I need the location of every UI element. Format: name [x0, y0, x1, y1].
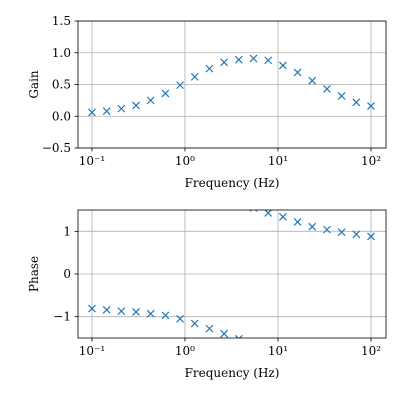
marker — [117, 104, 126, 113]
marker — [161, 311, 170, 320]
marker — [102, 305, 111, 314]
marker — [352, 230, 361, 239]
y-tick-label: 0 — [63, 267, 71, 281]
x-axis-label: Frequency (Hz) — [185, 366, 280, 380]
marker — [249, 54, 258, 63]
marker — [176, 81, 184, 90]
marker — [293, 218, 302, 226]
marker — [176, 314, 184, 323]
marker — [323, 225, 331, 234]
x-tick-label: 10¹ — [268, 344, 288, 358]
marker — [117, 307, 126, 316]
marker — [205, 324, 214, 333]
marker — [323, 85, 331, 93]
y-tick-label: 1 — [63, 224, 71, 238]
marker — [190, 72, 199, 81]
marker — [278, 61, 287, 70]
x-tick-label: 10² — [361, 344, 381, 358]
y-tick-label: −0.5 — [42, 141, 71, 155]
marker — [278, 212, 287, 221]
x-axis-label: Frequency (Hz) — [185, 176, 280, 190]
x-tick-label: 10² — [361, 154, 381, 168]
x-tick-label: 10⁻¹ — [79, 154, 105, 168]
marker — [132, 308, 140, 316]
marker — [352, 98, 361, 107]
marker — [88, 108, 96, 117]
x-tick-label: 10¹ — [268, 154, 288, 168]
marker — [190, 319, 199, 328]
marker — [220, 58, 229, 67]
marker — [293, 68, 302, 77]
marker — [234, 55, 243, 64]
marker — [308, 76, 317, 85]
marker — [161, 89, 170, 98]
marker — [220, 329, 229, 338]
marker — [264, 210, 273, 217]
marker — [367, 232, 375, 241]
x-tick-label: 10⁻¹ — [79, 344, 105, 358]
markers — [88, 210, 375, 338]
x-tick-label: 10⁰ — [175, 344, 195, 358]
marker — [308, 222, 317, 231]
y-axis-label: Phase — [27, 256, 41, 292]
y-axis-label: Gain — [27, 70, 41, 99]
axes-frame — [77, 20, 387, 149]
marker — [146, 309, 155, 318]
marker — [337, 228, 346, 237]
markers — [88, 54, 375, 117]
y-tick-label: 0.0 — [52, 109, 71, 123]
marker — [146, 96, 155, 105]
marker — [337, 92, 346, 100]
y-tick-label: −1 — [53, 310, 71, 324]
y-tick-label: 0.5 — [52, 78, 71, 92]
x-tick-label: 10⁰ — [175, 154, 195, 168]
axes-frame — [77, 209, 387, 339]
marker — [102, 107, 111, 116]
marker — [264, 56, 273, 65]
marker — [132, 101, 140, 110]
marker — [88, 304, 96, 313]
marker — [205, 64, 214, 73]
y-tick-label: 1.5 — [52, 14, 71, 28]
y-tick-label: 1.0 — [52, 46, 71, 60]
marker — [367, 102, 375, 111]
marker — [234, 334, 243, 338]
